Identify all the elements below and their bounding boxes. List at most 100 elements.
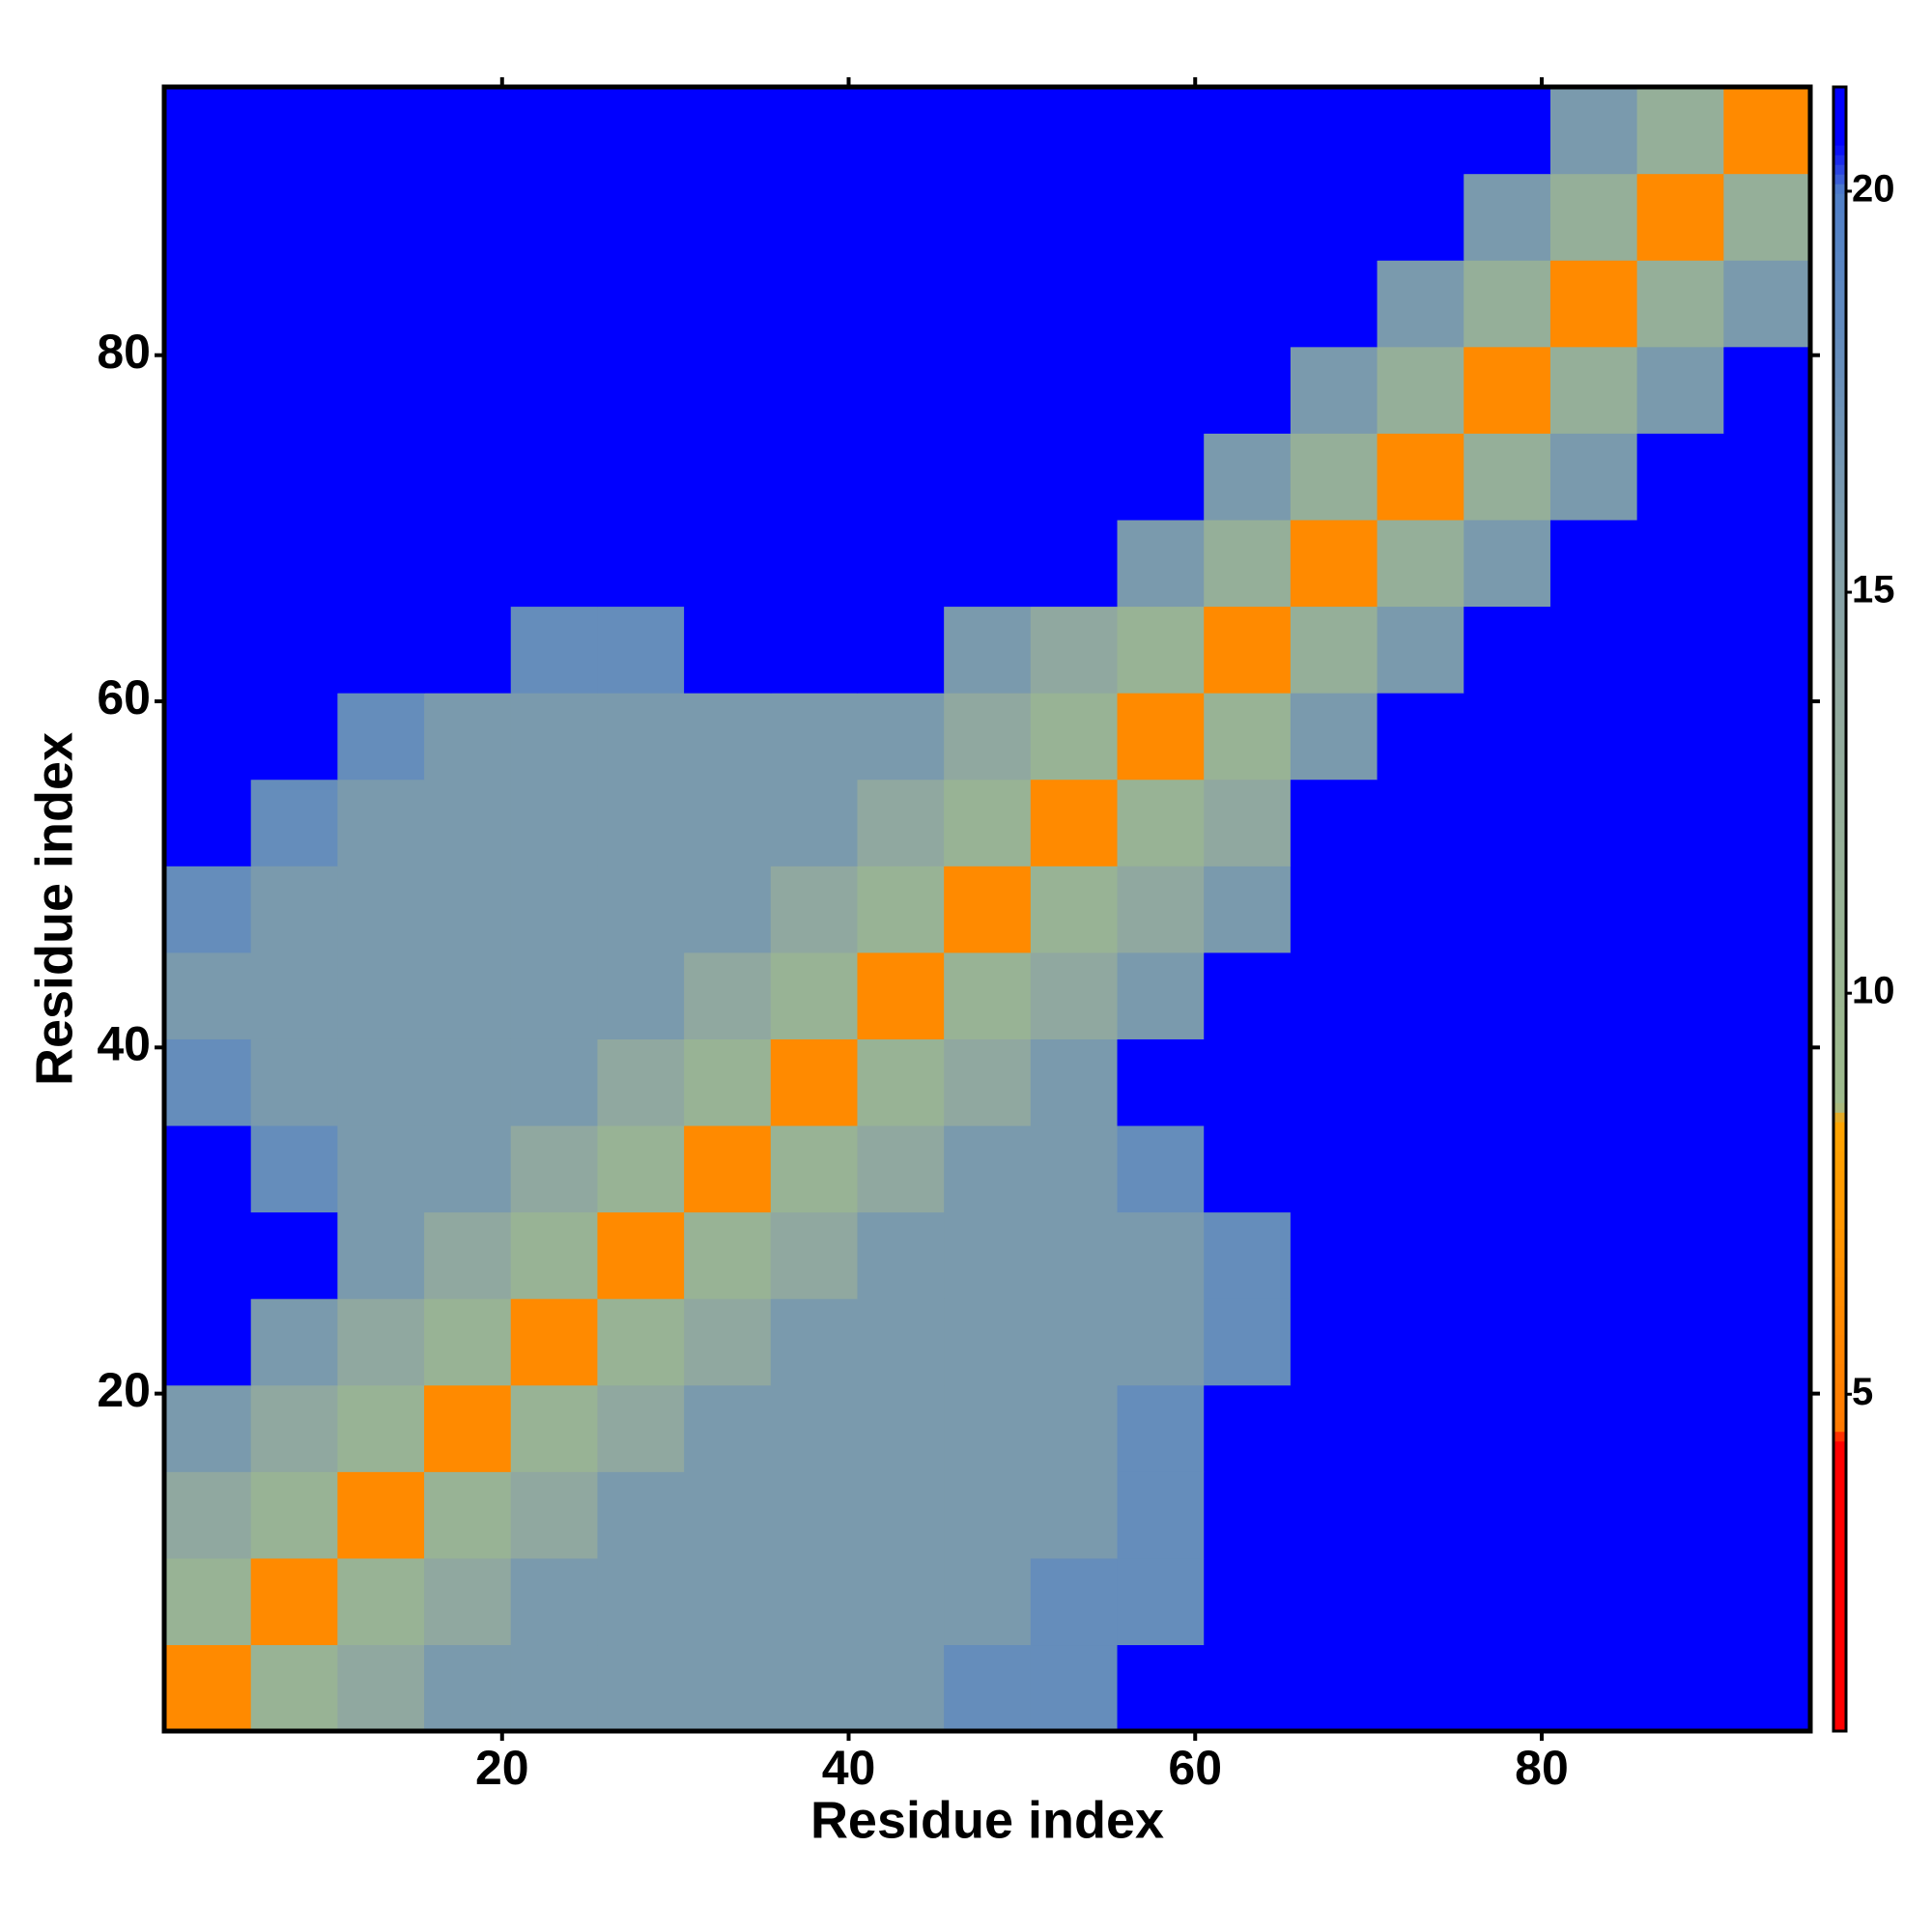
heatmap-cell [424,260,512,348]
heatmap-cell [1377,1384,1464,1472]
heatmap-cell [944,519,1032,608]
colorbar-segment [1833,1170,1846,1180]
heatmap-cell [944,779,1032,867]
colorbar-segment [1833,938,1846,949]
heatmap-cell [1463,1471,1551,1559]
colorbar-segment [1833,638,1846,649]
colorbar-segment [1833,1122,1846,1132]
heatmap-cell [250,1384,338,1472]
heatmap-cell [1377,779,1464,867]
heatmap-cell [1377,952,1464,1039]
heatmap-cell [337,1211,425,1299]
heatmap-cell [597,866,685,953]
heatmap-cell [1463,1038,1551,1126]
colorbar-segment [1833,967,1846,978]
heatmap-cell [250,173,338,261]
heatmap-cell [1030,1384,1119,1472]
heatmap-cell [770,346,859,434]
heatmap-cell [510,952,599,1039]
heatmap-cell [1723,346,1811,434]
heatmap-cell [164,1384,252,1472]
heatmap-cell [1030,1644,1119,1732]
heatmap-cell [250,779,338,867]
colorbar-segment [1833,1643,1846,1655]
colorbar-segment [1833,1064,1846,1074]
colorbar-segment [1833,570,1846,582]
heatmap-cell [1377,1471,1464,1559]
heatmap-cell [250,952,338,1039]
heatmap-cell [1463,1298,1551,1386]
heatmap-cell [337,606,425,694]
heatmap-cell [1723,606,1811,694]
colorbar-segment [1833,618,1846,630]
y-axis-title: Residue index [25,732,83,1086]
heatmap-cell [684,1471,772,1559]
heatmap-cell [1030,1038,1119,1126]
heatmap-cell [597,1471,685,1559]
heatmap-cell [597,1644,685,1732]
colorbar-segment [1833,1247,1846,1259]
heatmap-cell [510,779,599,867]
heatmap-cell [424,519,512,608]
colorbar-segment [1833,222,1846,233]
colorbar-segment [1833,1460,1846,1471]
colorbar-segment [1833,1634,1846,1645]
heatmap-cell [857,606,945,694]
colorbar-segment [1833,270,1846,281]
heatmap-cell [164,1644,252,1732]
heatmap-cell [770,87,859,175]
colorbar-segment [1833,609,1846,620]
colorbar-segment [1833,1151,1846,1161]
colorbar-segment [1833,1614,1846,1626]
heatmap-cell [597,173,685,261]
heatmap-cell [164,87,252,175]
heatmap-cell [684,866,772,953]
heatmap-cell [857,1298,945,1386]
heatmap-cell [770,1384,859,1472]
colorbar-segment [1833,860,1846,871]
heatmap-cell [1549,433,1638,521]
colorbar-segment [1833,184,1846,194]
y-tick-label: 60 [97,670,151,724]
heatmap-cell [1117,866,1205,953]
heatmap-cell [1636,260,1724,348]
heatmap-cell [424,87,512,175]
heatmap-cell [684,173,772,261]
heatmap-cell [1290,87,1378,175]
colorbar-segment [1833,1527,1846,1539]
heatmap-cell [510,519,599,608]
colorbar-segment [1833,396,1846,407]
colorbar-segment [1833,348,1846,358]
heatmap-cell [1636,433,1724,521]
colorbar-segment [1833,909,1846,920]
heatmap-cell [1290,1557,1378,1646]
colorbar-segment [1833,1044,1846,1055]
heatmap-cell [857,346,945,434]
colorbar-segment [1833,831,1846,842]
heatmap-cell [857,1384,945,1472]
colorbar-segment [1833,1720,1846,1732]
colorbar-segment [1833,686,1846,697]
heatmap-cell [944,1557,1032,1646]
heatmap-cell [1636,173,1724,261]
heatmap-cell [1549,173,1638,261]
heatmap-cell [684,1644,772,1732]
heatmap-cell [1117,1298,1205,1386]
heatmap-cell [770,1644,859,1732]
heatmap-cell [1636,1298,1724,1386]
x-tick-label: 40 [822,1741,876,1795]
colorbar-segment [1833,1489,1846,1500]
heatmap-cell [1117,1211,1205,1299]
heatmap-cell [337,952,425,1039]
heatmap-cell [1117,1557,1205,1646]
heatmap-cell [424,1384,512,1472]
heatmap-cell [1117,1038,1205,1126]
heatmap-cell [1204,519,1292,608]
colorbar-segment [1833,1015,1846,1026]
heatmap-cell [684,346,772,434]
colorbar-segment [1833,1035,1846,1045]
heatmap-cell [1290,1038,1378,1126]
heatmap-cell [250,433,338,521]
heatmap-cell [1290,1298,1378,1386]
heatmap-cell [510,260,599,348]
